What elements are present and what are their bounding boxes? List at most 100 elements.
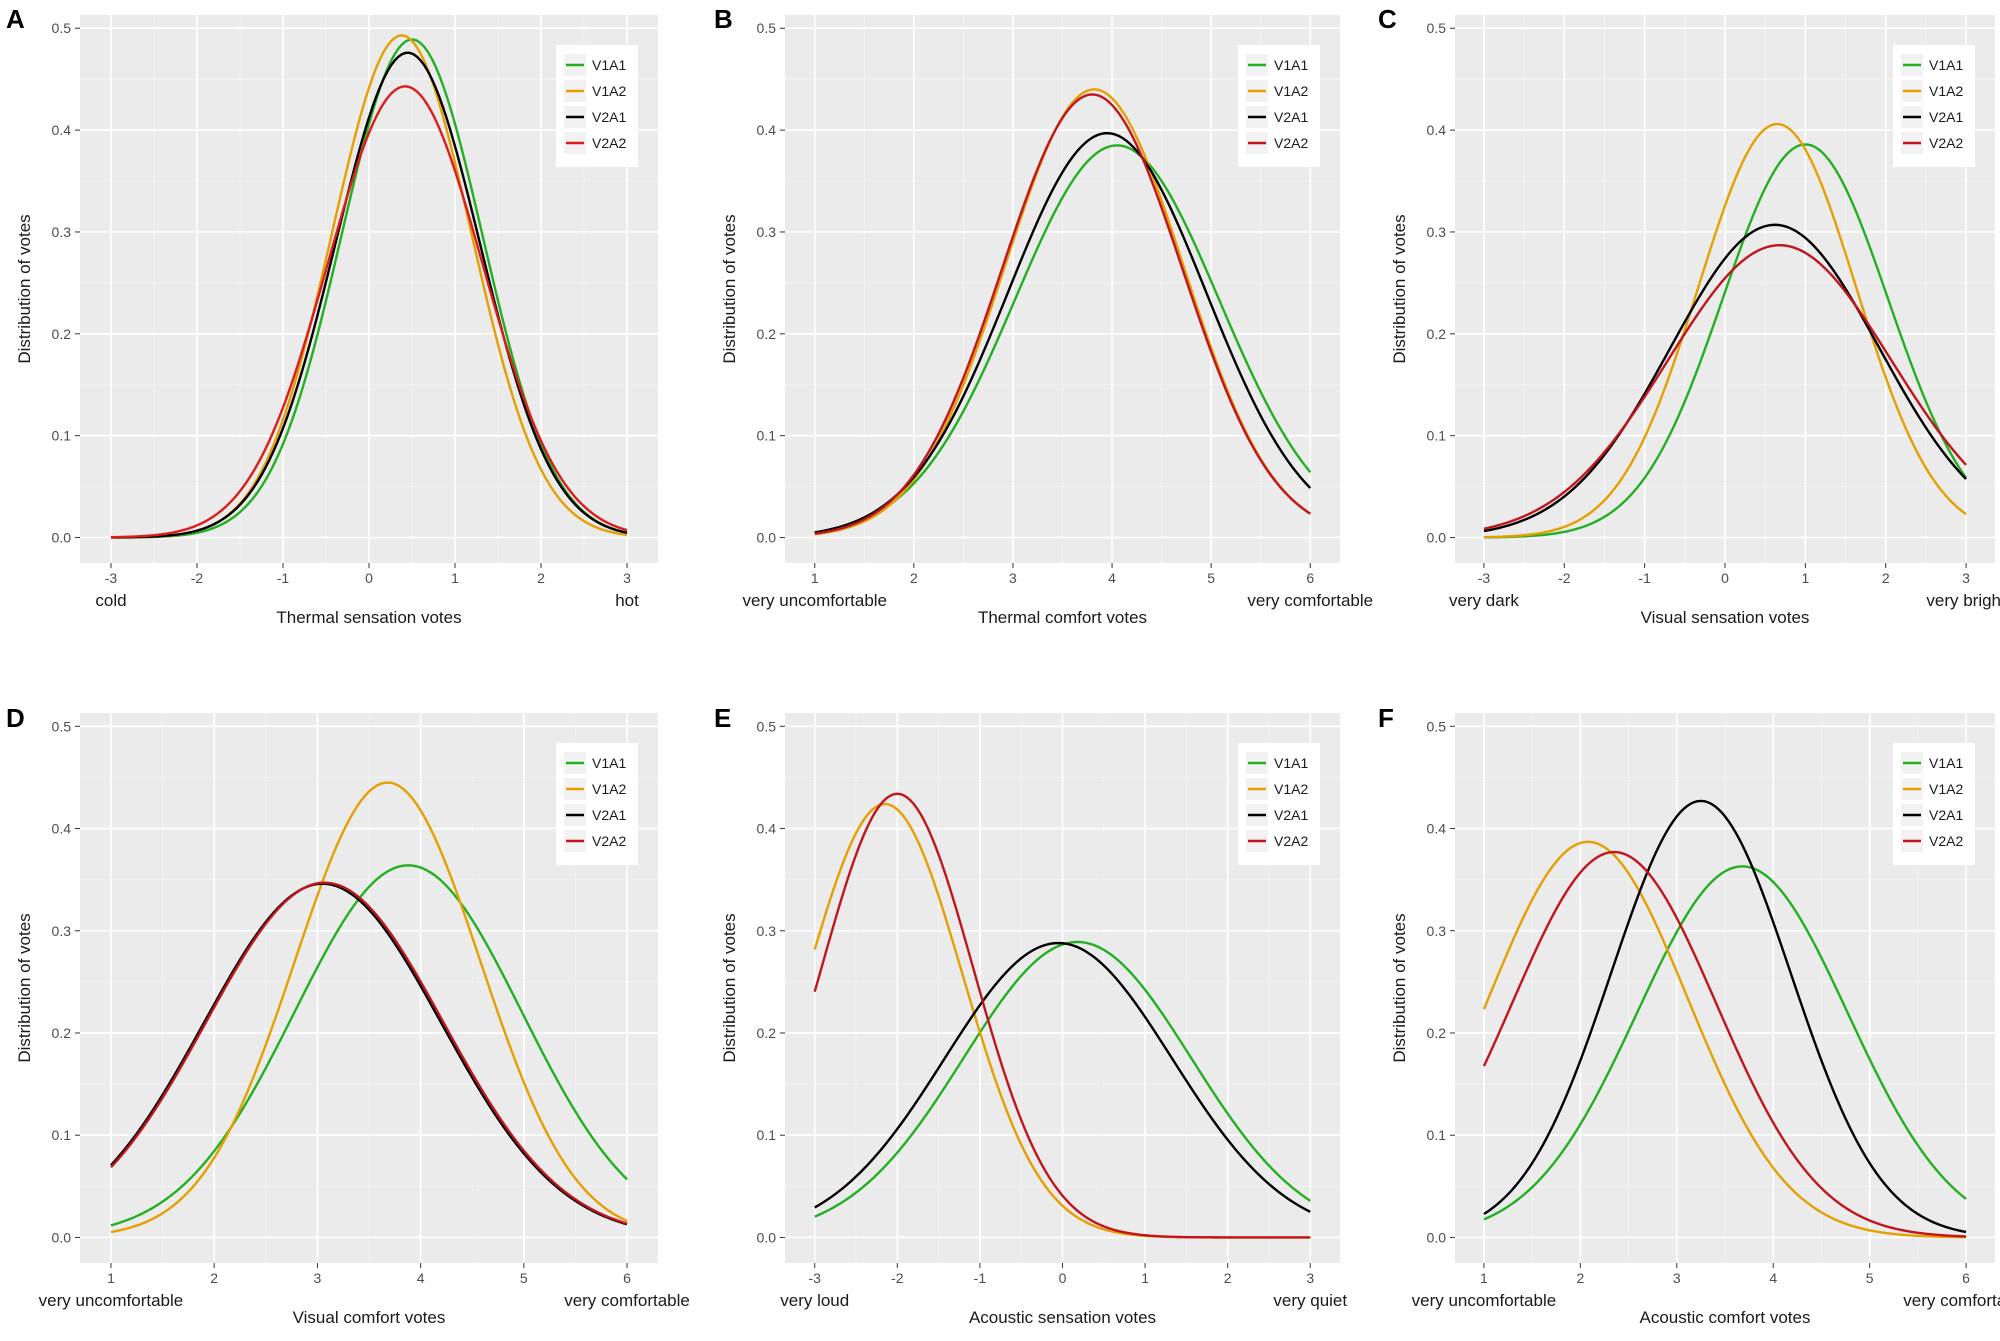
- series-line-v2a2: [1482, 850, 1967, 1238]
- y-tick-label: 0.3: [757, 923, 777, 939]
- panel-letter: A: [6, 4, 25, 34]
- series-line-v2a2: [110, 85, 628, 539]
- y-tick-label: 0.1: [757, 1127, 777, 1143]
- x-tick-label: 6: [623, 1270, 631, 1286]
- panel-letter: B: [714, 4, 733, 34]
- x-tick-label: 1: [1801, 570, 1809, 586]
- x-tick-label: 1: [107, 1270, 115, 1286]
- x-tick-label: 5: [520, 1270, 528, 1286]
- y-tick-label: 0.0: [52, 1229, 72, 1245]
- legend-label: V2A1: [592, 807, 626, 823]
- series-line-v2a1: [110, 882, 628, 1226]
- y-tick-label: 0.0: [1427, 1229, 1447, 1245]
- legend-label: V2A2: [1274, 135, 1308, 151]
- x-axis-right-end-label: very quiet: [1273, 1291, 1347, 1310]
- x-axis-right-end-label: very bright: [1926, 591, 2000, 610]
- y-tick-label: 0.4: [757, 122, 777, 138]
- series-line-v2a2: [110, 881, 628, 1225]
- panel-f: F 1 2 3 4 5 6 0.0 0.1 0.2 0.3 0.4 0.5 Acoustic comfor…: [1378, 703, 2000, 1327]
- y-tick-label: 0.0: [1427, 530, 1447, 546]
- panel-letter: E: [714, 703, 731, 733]
- series-line-v1a1: [814, 940, 1311, 1218]
- series-line-v2a2: [1483, 243, 1967, 530]
- y-tick-label: 0.0: [52, 530, 72, 546]
- series-line-v2a2: [814, 93, 1311, 535]
- panel-a: A -3 -2 -1 0 1 2 3 0.0 0.1 0.2 0.3 0.4 0.5 Thermal sen…: [6, 4, 658, 627]
- y-tick-label: 0.4: [52, 821, 72, 837]
- x-axis-left-end-label: very uncomfortable: [39, 1291, 184, 1310]
- y-tick-label: 0.2: [52, 1025, 72, 1041]
- x-tick-label: -1: [277, 570, 290, 586]
- y-tick-label: 0.5: [757, 718, 777, 734]
- x-tick-label: 2: [1882, 570, 1890, 586]
- x-tick-label: 0: [1059, 1270, 1067, 1286]
- legend-label: V1A1: [1929, 57, 1963, 73]
- legend-label: V2A1: [1929, 807, 1963, 823]
- x-tick-label: 4: [1108, 570, 1116, 586]
- gridlines: [785, 15, 1340, 563]
- panel-b: B 1 2 3 4 5 6 0.0 0.1 0.2 0.3 0.4 0.5 Thermal comfort…: [714, 4, 1373, 627]
- legend-label: V1A2: [592, 781, 626, 797]
- panel-letter: D: [6, 703, 25, 733]
- series-line-v1a1: [110, 864, 628, 1227]
- y-tick-label: 0.1: [1427, 1127, 1447, 1143]
- y-tick-label: 0.2: [52, 326, 72, 342]
- legend: V1A1 V1A2 V2A1 V2A2: [1238, 45, 1320, 167]
- y-tick-label: 0.1: [52, 428, 72, 444]
- legend-label: V1A2: [1274, 83, 1308, 99]
- series-line-v2a1: [1483, 223, 1967, 533]
- x-axis-left-end-label: very uncomfortable: [1412, 1291, 1557, 1310]
- legend-label: V1A1: [1929, 755, 1963, 771]
- x-axis-title: Thermal comfort votes: [978, 608, 1147, 627]
- legend: V1A1 V1A2 V2A1 V2A2: [1893, 45, 1975, 167]
- x-axis-left-end-label: cold: [95, 591, 126, 610]
- series-line-v1a2: [110, 781, 628, 1234]
- y-axis-title: Distribution of votes: [720, 214, 739, 363]
- y-tick-label: 0.1: [52, 1127, 72, 1143]
- legend: V1A1 V1A2 V2A1 V2A2: [556, 45, 638, 167]
- x-tick-label: 0: [1721, 570, 1729, 586]
- x-tick-label: 3: [1673, 1270, 1681, 1286]
- x-tick-label: -1: [974, 1270, 987, 1286]
- y-tick-label: 0.5: [757, 20, 777, 36]
- series-line-v2a1: [1483, 799, 1967, 1234]
- x-axis-right-end-label: very comfortable: [1247, 591, 1373, 610]
- legend-label: V1A2: [1274, 781, 1308, 797]
- panel-letter: C: [1378, 4, 1397, 34]
- x-axis-left-end-label: very uncomfortable: [742, 591, 887, 610]
- legend-label: V2A2: [1929, 135, 1963, 151]
- y-tick-label: 0.3: [1427, 224, 1447, 240]
- panel-letter: F: [1378, 703, 1394, 733]
- panel-e: E -3 -2 -1 0 1 2 3 0.0 0.1 0.2 0.3 0.4 0.5 Acoustic se…: [714, 703, 1347, 1327]
- x-tick-label: 2: [210, 1270, 218, 1286]
- x-tick-label: 5: [1866, 1270, 1874, 1286]
- x-tick-label: 3: [1962, 570, 1970, 586]
- x-tick-label: 1: [811, 570, 819, 586]
- y-tick-label: 0.1: [1427, 428, 1447, 444]
- legend-label: V1A2: [1929, 83, 1963, 99]
- y-tick-label: 0.3: [1427, 923, 1447, 939]
- y-axis-title: Distribution of votes: [1390, 913, 1409, 1062]
- x-axis-left-end-label: very dark: [1449, 591, 1519, 610]
- x-tick-label: 2: [1576, 1270, 1584, 1286]
- panel-d: D 1 2 3 4 5 6 0.0 0.1 0.2 0.3 0.4 0.5 Visual comfort …: [6, 703, 690, 1327]
- x-axis-right-end-label: hot: [615, 591, 639, 610]
- y-tick-label: 0.2: [757, 1025, 777, 1041]
- legend-label: V1A1: [1274, 755, 1308, 771]
- legend-label: V1A1: [1274, 57, 1308, 73]
- series-line-v2a1: [814, 941, 1311, 1213]
- x-tick-label: -1: [1638, 570, 1651, 586]
- y-tick-label: 0.2: [1427, 326, 1447, 342]
- y-axis-title: Distribution of votes: [1390, 214, 1409, 363]
- y-axis-title: Distribution of votes: [720, 913, 739, 1062]
- y-tick-label: 0.1: [757, 428, 777, 444]
- x-tick-label: 3: [623, 570, 631, 586]
- x-tick-label: 1: [1480, 1270, 1488, 1286]
- legend-label: V2A2: [1274, 833, 1308, 849]
- y-tick-label: 0.4: [757, 821, 777, 837]
- series-line-v1a1: [1483, 143, 1968, 539]
- legend-label: V1A2: [1929, 781, 1963, 797]
- legend: V1A1 V1A2 V2A1 V2A2: [556, 743, 638, 865]
- y-tick-label: 0.4: [1427, 122, 1447, 138]
